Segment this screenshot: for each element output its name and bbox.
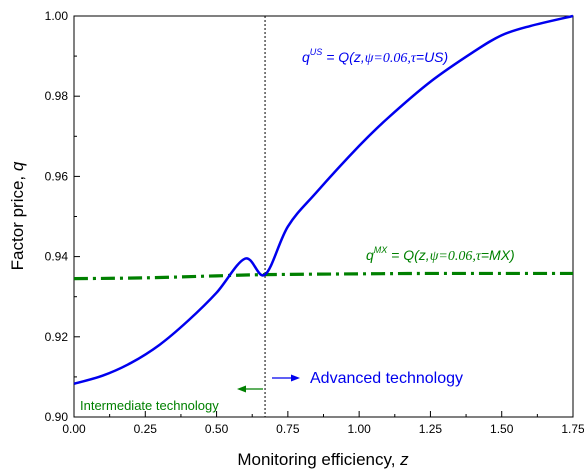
x-tick-label: 0.50 <box>205 422 229 436</box>
y-tick-label: 0.94 <box>45 250 69 264</box>
advanced-technology-label: Advanced technology <box>310 370 463 387</box>
x-tick-label: 1.25 <box>419 422 443 436</box>
advanced-arrow-head <box>291 374 300 382</box>
x-tick-label: 0.00 <box>62 422 86 436</box>
axis-ticks <box>73 15 574 418</box>
series-line-mx <box>73 271 573 281</box>
annotation-us: qUS = Q(z,ψ=0.06,τ=US) <box>302 47 448 66</box>
x-tick-label: 0.75 <box>276 422 300 436</box>
axis-tick-labels: 0.00 0.25 0.50 0.75 1.00 1.25 1.50 1.75 0.90 0.92… <box>45 9 584 436</box>
y-axis-title: Factor price, q <box>8 161 27 270</box>
intermediate-arrow-head <box>237 385 246 393</box>
x-tick-label: 1.00 <box>347 422 371 436</box>
x-tick-label: 1.50 <box>490 422 514 436</box>
y-tick-label: 0.98 <box>45 89 69 103</box>
y-tick-label: 0.92 <box>45 330 69 344</box>
intermediate-technology-label: Intermediate technology <box>80 398 219 413</box>
series-line-us <box>73 14 574 385</box>
y-tick-label: 0.90 <box>45 410 69 424</box>
x-tick-label: 1.75 <box>561 422 584 436</box>
x-axis-title: Monitoring efficiency, z <box>237 450 409 469</box>
y-tick-label: 0.96 <box>45 169 69 183</box>
x-tick-label: 0.25 <box>134 422 158 436</box>
annotation-mx: qMX = Q(z,ψ=0.06,τ=MX) <box>366 245 515 264</box>
y-tick-label: 1.00 <box>45 9 69 23</box>
plot-frame <box>73 15 574 418</box>
